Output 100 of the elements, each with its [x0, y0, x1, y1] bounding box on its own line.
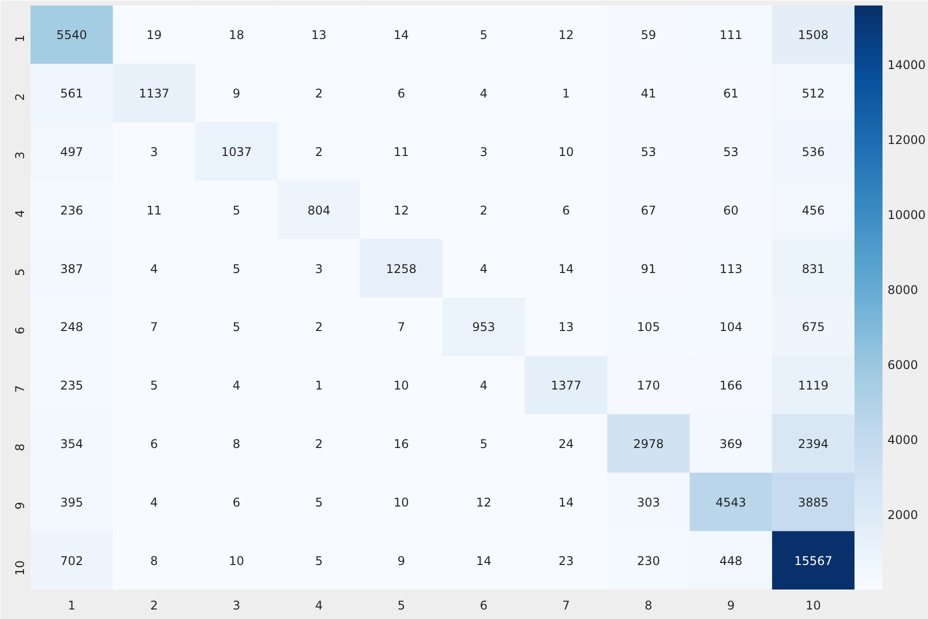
data-label: 2: [480, 203, 488, 218]
color-bar-label: 6000: [888, 358, 918, 372]
data-label: 536: [802, 145, 825, 159]
data-label: 804: [307, 203, 330, 218]
data-label: 10: [228, 554, 244, 568]
data-label: 1258: [386, 262, 417, 276]
data-label: 41: [640, 86, 656, 101]
data-label: 14: [476, 554, 492, 568]
data-label: 24: [558, 437, 574, 451]
y-tick-label: 3: [13, 151, 27, 160]
data-label: 59: [640, 28, 656, 42]
data-label: 12: [558, 28, 574, 42]
data-label: 2978: [633, 437, 664, 451]
data-label: 4: [480, 378, 488, 393]
data-label: 2: [315, 320, 323, 334]
data-label: 16: [394, 437, 409, 451]
data-label: 395: [60, 495, 84, 510]
x-tick-label: 7: [562, 598, 570, 612]
data-label: 675: [802, 320, 825, 334]
data-label: 6: [397, 86, 406, 101]
data-label: 1377: [550, 378, 582, 393]
data-label: 6: [562, 203, 570, 218]
data-label: 4: [480, 86, 488, 101]
y-tick-label: 1: [13, 34, 27, 42]
data-label: 60: [723, 203, 739, 218]
data-label: 3: [480, 145, 488, 159]
data-label: 105: [637, 320, 660, 334]
data-label: 67: [640, 203, 656, 218]
color-bar-label: 12000: [888, 132, 926, 147]
data-label: 113: [719, 262, 742, 276]
data-label: 5: [232, 203, 240, 218]
data-label: 23: [558, 554, 574, 568]
data-label: 7: [150, 320, 158, 334]
data-label: 61: [723, 86, 739, 101]
data-label: 10: [394, 495, 409, 510]
x-tick-label: 3: [232, 598, 240, 612]
x-tick-label: 9: [727, 598, 735, 612]
data-label: 14: [558, 495, 574, 510]
data-label: 13: [558, 320, 574, 334]
data-label: 7: [397, 320, 406, 334]
data-label: 9: [232, 86, 240, 101]
data-label: 10: [394, 378, 409, 393]
color-bar-label: 4000: [888, 432, 918, 447]
data-label: 3: [150, 145, 158, 159]
data-label: 5: [232, 320, 240, 334]
x-tick-label: 4: [315, 598, 323, 612]
data-label: 104: [719, 320, 742, 334]
x-tick-label: 5: [397, 598, 406, 612]
y-tick-label: 4: [13, 210, 27, 218]
data-label: 448: [719, 554, 742, 568]
data-label: 14: [558, 262, 574, 276]
data-label: 248: [60, 320, 84, 334]
y-tick-label: 7: [13, 385, 27, 393]
data-label: 512: [802, 86, 825, 101]
data-label: 166: [719, 378, 742, 393]
color-bar-label: 14000: [888, 58, 926, 72]
data-label: 702: [60, 554, 84, 568]
data-label: 561: [60, 86, 84, 101]
data-label: 3: [315, 262, 323, 276]
data-label: 2: [315, 86, 323, 101]
y-tick-label: 10: [13, 560, 27, 576]
data-label: 5: [315, 495, 323, 510]
data-label: 5: [315, 554, 323, 568]
data-label: 235: [60, 378, 84, 393]
y-tick-label: 6: [13, 326, 27, 334]
x-tick-label: 1: [68, 598, 76, 612]
data-label: 8: [150, 554, 158, 568]
data-label: 303: [637, 495, 660, 510]
data-label: 387: [60, 262, 84, 276]
data-label: 456: [802, 203, 825, 218]
y-tick-label: 8: [13, 443, 27, 452]
data-label: 4543: [716, 495, 746, 510]
data-label: 953: [472, 320, 496, 334]
data-label: 13: [311, 28, 327, 42]
data-label: 12: [394, 203, 409, 218]
data-label: 18: [228, 28, 244, 42]
color-bar-label: 2000: [888, 508, 918, 522]
data-label: 1037: [221, 145, 252, 159]
data-label: 831: [802, 262, 825, 276]
data-label: 230: [637, 554, 660, 568]
x-tick-label: 2: [150, 598, 158, 612]
x-tick-label: 10: [806, 598, 821, 612]
data-label: 369: [719, 437, 742, 451]
data-label: 5: [150, 378, 158, 393]
x-tick-label: 8: [644, 598, 652, 612]
data-label: 236: [60, 203, 84, 218]
data-label: 91: [640, 262, 656, 276]
data-label: 1137: [138, 86, 170, 101]
data-label: 5: [480, 28, 488, 42]
data-label: 4: [150, 262, 158, 276]
data-label: 170: [637, 378, 660, 393]
data-label: 11: [394, 145, 409, 159]
y-tick-label: 9: [13, 502, 27, 510]
data-label: 4: [232, 378, 240, 393]
data-label: 53: [640, 145, 656, 159]
data-label: 12: [476, 495, 492, 510]
data-label: 2394: [798, 437, 829, 451]
data-label: 10: [558, 145, 574, 159]
data-label: 53: [723, 145, 739, 159]
data-label: 5: [480, 437, 488, 451]
